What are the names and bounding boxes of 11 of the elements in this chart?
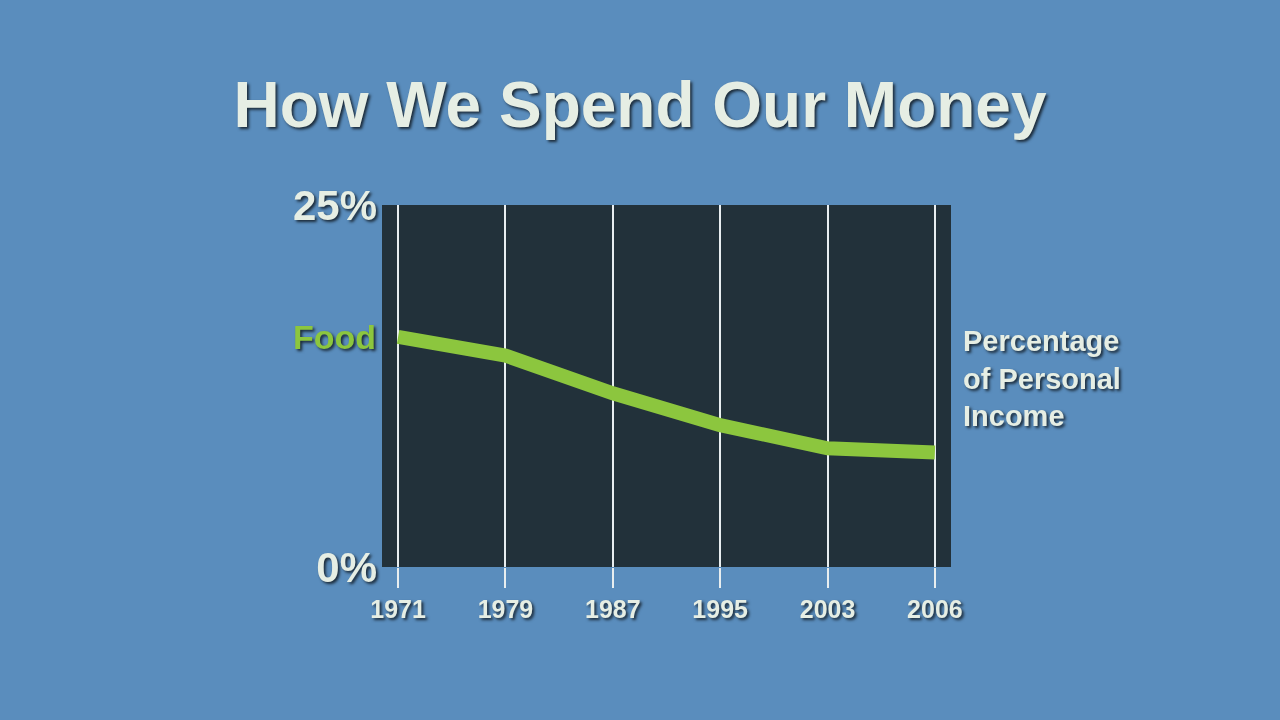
- x-tick-label: 1987: [585, 595, 641, 623]
- x-tick-label: 1971: [370, 595, 426, 623]
- x-tick-label: 2003: [799, 595, 856, 623]
- x-tick-label: 2006: [907, 595, 963, 623]
- y-tick-label: 0%: [316, 543, 377, 591]
- series-label: Food: [293, 318, 377, 356]
- y-axis-title: Percentage of Personal Income: [963, 325, 1121, 433]
- x-tick-label: 1995: [692, 595, 749, 623]
- y-tick-label: 25%: [292, 181, 377, 229]
- chart-title: How We Spend Our Money: [233, 69, 1047, 142]
- x-tick-label: 1979: [477, 595, 534, 623]
